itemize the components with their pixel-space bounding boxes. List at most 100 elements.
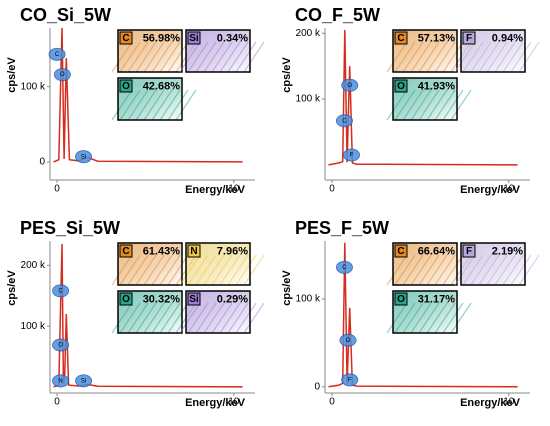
map-streak	[143, 89, 165, 121]
map-streak	[119, 89, 141, 121]
y-tick-label: 100 k	[296, 94, 321, 105]
map-streak	[418, 302, 440, 334]
map-streak	[175, 89, 197, 121]
map-streak	[127, 41, 149, 73]
map-border	[460, 29, 526, 73]
peak-label: F	[350, 153, 354, 159]
map-border	[460, 242, 526, 286]
peak-marker	[53, 68, 71, 82]
element-symbol: F	[466, 33, 472, 44]
element-badge	[119, 292, 133, 306]
map-streak	[187, 302, 209, 334]
map-streak	[486, 254, 508, 286]
element-percent: 66.64%	[418, 245, 456, 257]
map-streak	[510, 254, 532, 286]
map-streak	[227, 302, 249, 334]
peak-marker	[335, 260, 353, 274]
map-streak	[127, 254, 149, 286]
element-percent: 57.13%	[418, 32, 456, 44]
map-streak	[111, 302, 133, 334]
map-streak	[219, 41, 241, 73]
element-percent: 41.93%	[418, 80, 456, 92]
spectrum-line	[328, 29, 518, 166]
peak-marker	[52, 338, 70, 352]
y-tick-label: 100 k	[296, 294, 321, 305]
element-badge	[394, 292, 408, 306]
map-border	[392, 290, 458, 334]
map-streak	[195, 41, 217, 73]
map-streak	[442, 89, 464, 121]
peak-marker	[75, 150, 93, 164]
map-streak	[442, 302, 464, 334]
peak-marker	[48, 47, 66, 61]
peak-label: O	[58, 343, 63, 349]
panel-title: PES_F_5W	[295, 218, 389, 238]
x-tick-label: 10	[228, 184, 240, 195]
map-streak	[394, 41, 416, 73]
map-streak	[462, 254, 484, 286]
map-streak	[135, 89, 157, 121]
map-streak	[143, 302, 165, 334]
element-percent: 2.19%	[492, 245, 523, 257]
element-badge	[119, 79, 133, 93]
map-border	[117, 29, 183, 73]
map-streak	[394, 254, 416, 286]
map-streak	[227, 41, 249, 73]
element-symbol: O	[122, 294, 130, 305]
element-badge	[187, 244, 201, 258]
peak-marker	[335, 114, 353, 128]
map-streak	[203, 41, 225, 73]
map-streak	[159, 41, 181, 73]
map-streak	[151, 302, 173, 334]
peak-marker	[52, 284, 70, 298]
map-border	[392, 242, 458, 286]
map-streak	[418, 254, 440, 286]
map-streak	[119, 254, 141, 286]
element-badge	[394, 244, 408, 258]
panel-title: PES_Si_5W	[20, 218, 120, 238]
peak-marker	[341, 373, 359, 387]
map-streak	[159, 89, 181, 121]
map-streak	[243, 254, 265, 286]
map-streak	[462, 41, 484, 73]
map-border	[117, 77, 183, 121]
map-border	[392, 77, 458, 121]
map-border	[185, 290, 251, 334]
x-tick-label: 0	[54, 184, 60, 195]
element-percent: 42.68%	[143, 80, 181, 92]
element-percent: 7.96%	[217, 245, 248, 257]
x-tick-label: 10	[503, 397, 515, 408]
element-symbol: F	[466, 246, 472, 257]
map-streak	[151, 89, 173, 121]
element-symbol: N	[190, 246, 197, 257]
map-streak	[426, 41, 448, 73]
y-tick-label: 100 k	[21, 81, 46, 92]
element-percent: 56.98%	[143, 32, 181, 44]
map-streak	[151, 254, 173, 286]
peak-label: Si	[81, 378, 86, 384]
element-badge	[119, 31, 133, 45]
map-streak	[167, 254, 189, 286]
map-streak	[111, 89, 133, 121]
map-streak	[119, 302, 141, 334]
panel-title: CO_Si_5W	[20, 5, 111, 25]
map-streak	[434, 302, 456, 334]
map-streak	[211, 41, 233, 73]
map-streak	[159, 302, 181, 334]
map-streak	[386, 254, 408, 286]
peak-label: C	[58, 288, 63, 294]
peak-label: O	[60, 72, 65, 78]
map-streak	[470, 254, 492, 286]
map-streak	[502, 254, 524, 286]
map-streak	[235, 254, 257, 286]
map-streak	[167, 302, 189, 334]
y-tick-label: 200 k	[296, 28, 321, 39]
element-percent: 0.94%	[492, 32, 523, 44]
element-symbol: Si	[189, 294, 199, 305]
element-badge	[119, 244, 133, 258]
map-streak	[195, 302, 217, 334]
map-streak	[434, 254, 456, 286]
map-streak	[410, 89, 432, 121]
element-badge	[187, 292, 201, 306]
map-streak	[410, 254, 432, 286]
